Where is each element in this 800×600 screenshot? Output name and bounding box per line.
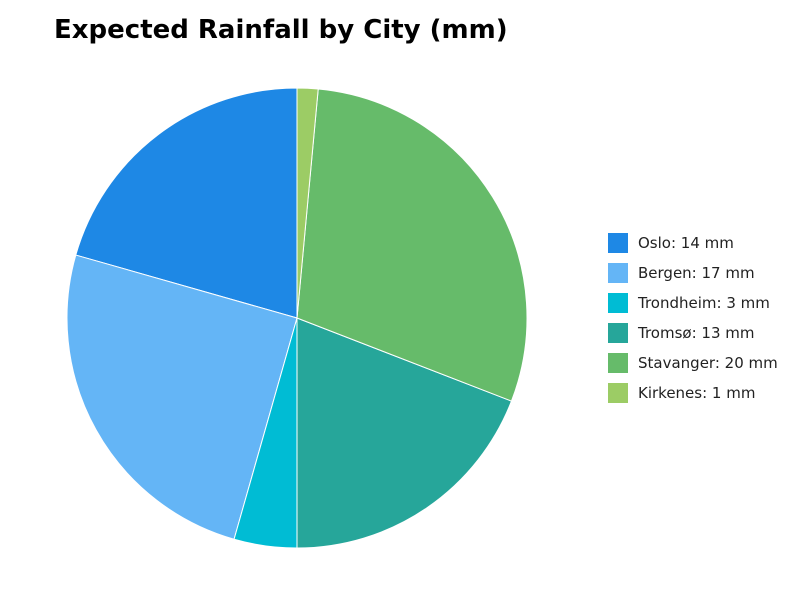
legend-label: Kirkenes: 1 mm xyxy=(638,384,756,402)
legend-swatch xyxy=(608,293,628,313)
legend-item: Kirkenes: 1 mm xyxy=(608,383,778,403)
legend-label: Tromsø: 13 mm xyxy=(638,324,755,342)
legend-item: Trondheim: 3 mm xyxy=(608,293,778,313)
legend: Oslo: 14 mm Bergen: 17 mm Trondheim: 3 mm T… xyxy=(608,233,778,413)
pie-slice-troms- xyxy=(296,317,513,549)
legend-label: Trondheim: 3 mm xyxy=(638,294,770,312)
legend-item: Stavanger: 20 mm xyxy=(608,353,778,373)
legend-item: Oslo: 14 mm xyxy=(608,233,778,253)
legend-label: Oslo: 14 mm xyxy=(638,234,734,252)
legend-swatch xyxy=(608,263,628,283)
pie-slice-kirkenes xyxy=(296,87,319,319)
pie-slice-oslo xyxy=(75,87,298,319)
legend-item: Bergen: 17 mm xyxy=(608,263,778,283)
legend-swatch xyxy=(608,233,628,253)
chart-title: Expected Rainfall by City (mm) xyxy=(54,15,508,45)
legend-label: Bergen: 17 mm xyxy=(638,264,755,282)
pie-slice-stavanger xyxy=(296,88,528,402)
legend-item: Tromsø: 13 mm xyxy=(608,323,778,343)
legend-label: Stavanger: 20 mm xyxy=(638,354,778,372)
legend-swatch xyxy=(608,353,628,373)
pie-slice-bergen xyxy=(66,254,298,540)
legend-swatch xyxy=(608,323,628,343)
legend-swatch xyxy=(608,383,628,403)
